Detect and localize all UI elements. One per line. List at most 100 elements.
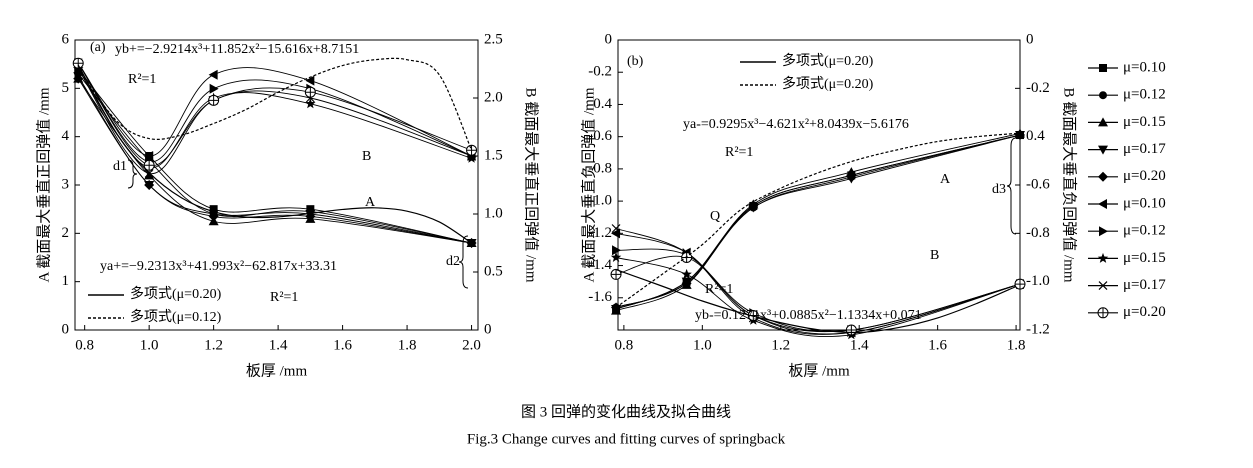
legend-label: μ=0.10 xyxy=(1123,195,1166,211)
annotation: ya-=0.9295x³−4.621x²+8.0439x−5.6176 xyxy=(683,117,909,132)
marker xyxy=(846,170,857,181)
x-tick-label: 0.8 xyxy=(75,337,94,353)
x-tick-label: 1.6 xyxy=(333,337,352,353)
legend-label: μ=0.15 xyxy=(1123,250,1166,266)
y-tick-label: 0 xyxy=(605,31,613,47)
fit-curve xyxy=(77,57,473,151)
legend-label: 多项式(μ=0.20) xyxy=(130,285,222,302)
x-tick-label: 2.0 xyxy=(462,337,481,353)
annotation: Q xyxy=(710,209,720,224)
marker xyxy=(466,152,477,163)
fit-curve xyxy=(615,132,1017,308)
fit-curve xyxy=(615,269,1017,334)
marker xyxy=(611,302,622,313)
series-curve xyxy=(615,257,1021,338)
marker xyxy=(144,170,155,180)
marker xyxy=(610,252,622,262)
annotation: A xyxy=(940,172,951,187)
annotation: R²=1 xyxy=(128,72,156,87)
series-curve xyxy=(615,134,1021,310)
x-axis-label: 板厚 /mm xyxy=(246,361,308,379)
annotation: ya+=−9.2313x³+41.993x²−62.817x+33.31 xyxy=(100,259,337,274)
x-tick-label: 1.2 xyxy=(204,337,223,353)
x-tick-label: 1.4 xyxy=(269,337,288,353)
marker xyxy=(208,69,218,80)
y-tick-label: -0.8 xyxy=(588,160,612,176)
marker xyxy=(747,310,759,321)
legend-label: 多项式(μ=0.12) xyxy=(130,308,222,325)
y2-tick-label: 1.0 xyxy=(484,205,503,221)
legend-marker xyxy=(1098,117,1108,127)
series-curve xyxy=(615,134,1021,308)
marker xyxy=(610,268,622,280)
y-tick-label: 4 xyxy=(62,128,70,144)
y-tick-label: 5 xyxy=(62,80,70,96)
series-curve xyxy=(615,228,1021,335)
annotation: d3 xyxy=(992,182,1006,197)
y2-axis-label: B 截面最大垂直正回弹值 /mm xyxy=(523,87,540,282)
y2-tick-label: -0.2 xyxy=(1026,80,1050,96)
legend-label: μ=0.12 xyxy=(1123,223,1166,239)
legend-marker xyxy=(1099,226,1108,237)
series-curve xyxy=(615,134,1021,310)
brace-d3 xyxy=(1006,137,1017,235)
annotation: B xyxy=(930,248,939,263)
legend-marker xyxy=(1099,64,1107,72)
annotation: yb-=0.1271x³+0.0885x²−1.1334x+0.071 xyxy=(695,308,922,323)
caption-zh: 图 3 回弹的变化曲线及拟合曲线 xyxy=(521,403,731,420)
y-tick-label: -1.2 xyxy=(588,225,612,241)
annotation: d1 xyxy=(113,159,127,174)
legend-marker xyxy=(1099,91,1107,100)
series-curve xyxy=(615,133,1021,312)
x-tick-label: 1.6 xyxy=(928,337,947,353)
legend-label: μ=0.17 xyxy=(1123,141,1166,157)
annotation: R²=1 xyxy=(705,282,733,297)
legend-label: μ=0.15 xyxy=(1123,114,1166,130)
marker xyxy=(208,211,219,222)
annotation: yb+=−2.9214x³+11.852x²−15.616x+8.7151 xyxy=(115,42,359,57)
x-tick-label: 0.8 xyxy=(615,337,634,353)
y2-tick-label: -0.8 xyxy=(1026,225,1050,241)
marker xyxy=(208,94,220,106)
y2-axis-label: B 截面最大垂直负回弹值 /mm xyxy=(1061,87,1078,282)
brace-d1 xyxy=(127,159,138,189)
y-tick-label: 0 xyxy=(62,321,70,337)
y2-tick-label: -1.0 xyxy=(1026,273,1050,289)
marker xyxy=(304,86,316,98)
x-tick-label: 1.8 xyxy=(398,337,417,353)
y2-tick-label: 0 xyxy=(484,321,492,337)
y2-tick-label: -1.2 xyxy=(1026,321,1050,337)
legend-marker xyxy=(1097,307,1109,319)
annotation: (b) xyxy=(627,54,644,69)
marker xyxy=(466,144,478,156)
marker xyxy=(144,180,155,190)
y-tick-label: -1.6 xyxy=(588,289,612,305)
series-curve xyxy=(615,134,1021,308)
marker xyxy=(611,224,621,233)
legend-marker xyxy=(1098,171,1108,182)
y-tick-label: 3 xyxy=(62,176,70,192)
marker xyxy=(681,268,692,279)
y2-tick-label: 1.5 xyxy=(484,147,503,163)
legend-label: 多项式(μ=0.20) xyxy=(782,52,874,69)
marker xyxy=(305,75,315,86)
y-tick-label: 0.4 xyxy=(593,96,612,112)
legend-marker xyxy=(1098,145,1108,155)
caption-en: Fig.3 Change curves and fitting curves o… xyxy=(467,431,786,447)
y-tick-label: 2 xyxy=(62,225,70,241)
x-tick-label: 1.0 xyxy=(140,337,159,353)
annotation: B xyxy=(362,149,371,164)
annotation: (a) xyxy=(90,40,106,55)
y-axis-label: A 截面最大垂直正回弹值 /mm xyxy=(35,87,52,282)
y-tick-label: -1.4 xyxy=(588,257,612,273)
legend-label: μ=0.10 xyxy=(1123,59,1166,75)
legend-label: μ=0.17 xyxy=(1123,277,1166,293)
legend-marker xyxy=(1098,281,1108,291)
marker xyxy=(143,159,155,171)
legend-marker xyxy=(1098,199,1107,209)
marker xyxy=(612,245,622,256)
legend-label: μ=0.12 xyxy=(1123,87,1166,103)
marker xyxy=(73,73,84,84)
y-tick-label: -0.2 xyxy=(588,64,612,80)
